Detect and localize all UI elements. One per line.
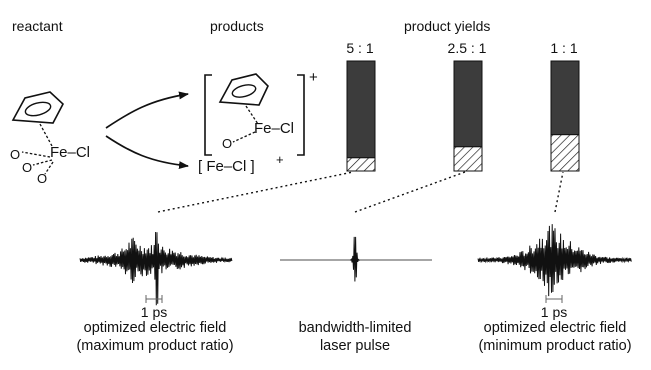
connector-signal-1-to-bar-1 [157, 171, 354, 213]
signal-2-caption-line-1: bandwidth-limited [298, 320, 412, 336]
product-bracket-right [297, 74, 305, 156]
reactant-co-bond-2 [32, 159, 53, 166]
product-ion-label: [ Fe–Cl ] [198, 158, 255, 175]
reactant-co-bond-3 [44, 161, 54, 175]
bar-1-major-segment [346, 60, 376, 159]
product-complex [204, 73, 305, 156]
bar-1-ratio-label: 5 : 1 [346, 40, 374, 56]
signal-1-trace [79, 231, 233, 306]
connector-signal-3-to-bar-3 [554, 171, 564, 213]
reactant-molecule [11, 91, 64, 175]
reactant-cp-ring [11, 91, 64, 124]
signal-1-scale-label: 1 ps [140, 304, 168, 320]
product-co-bond [232, 131, 256, 143]
bar-2-ratio-label: 2.5 : 1 [447, 40, 487, 56]
signal-3-scale-label: 1 ps [540, 304, 568, 320]
signal-2-pulse [349, 236, 360, 282]
signal-3-caption-line-1: optimized electric field [483, 320, 627, 336]
signal-1-caption-line-2: (maximum product ratio) [76, 338, 234, 354]
bar-3-major-segment [550, 60, 580, 136]
field-signals [79, 224, 632, 306]
product-ion-charge: + [276, 152, 284, 167]
bar-3-minor-segment [550, 134, 580, 172]
bar-3-ratio-label: 1 : 1 [550, 40, 578, 56]
product-complex-charge: + [309, 69, 318, 86]
products-header: products [210, 18, 264, 34]
product-bracket-left [204, 74, 212, 156]
bar-2-major-segment [453, 60, 483, 148]
reactant-header: reactant [12, 18, 63, 34]
bar-2-minor-segment [453, 146, 483, 172]
connector-signal-2-to-bar-2 [354, 171, 466, 213]
signal-1-caption-line-1: optimized electric field [83, 320, 227, 336]
yields-header: product yields [404, 18, 491, 34]
signal-2-caption-line-2: laser pulse [319, 338, 391, 354]
product-complex-fe-cl-label: Fe–Cl [254, 120, 295, 137]
reactant-carbonyl-o-1: O [10, 147, 21, 162]
product-cp-ring [218, 73, 269, 106]
product-ring-fe-bond [245, 105, 259, 125]
signal-3-trace [477, 224, 632, 297]
product-carbonyl-o: O [222, 136, 233, 151]
reactant-carbonyl-o-2: O [22, 160, 33, 175]
signal-3-caption-line-2: (minimum product ratio) [478, 338, 632, 354]
reactant-fe-cl-label: Fe–Cl [50, 144, 91, 161]
product-cp-inner-ring [231, 84, 257, 98]
bar-1-minor-segment [346, 157, 376, 172]
reactant-carbonyl-o-3: O [37, 171, 48, 186]
yield-bars [346, 60, 580, 172]
reactant-ring-fe-bond [39, 123, 53, 147]
reactant-cp-inner-ring [24, 101, 52, 117]
reaction-arrow-to-ion [105, 135, 189, 170]
reactant-co-bond-1 [21, 151, 51, 158]
reaction-arrow-to-complex [105, 91, 189, 129]
